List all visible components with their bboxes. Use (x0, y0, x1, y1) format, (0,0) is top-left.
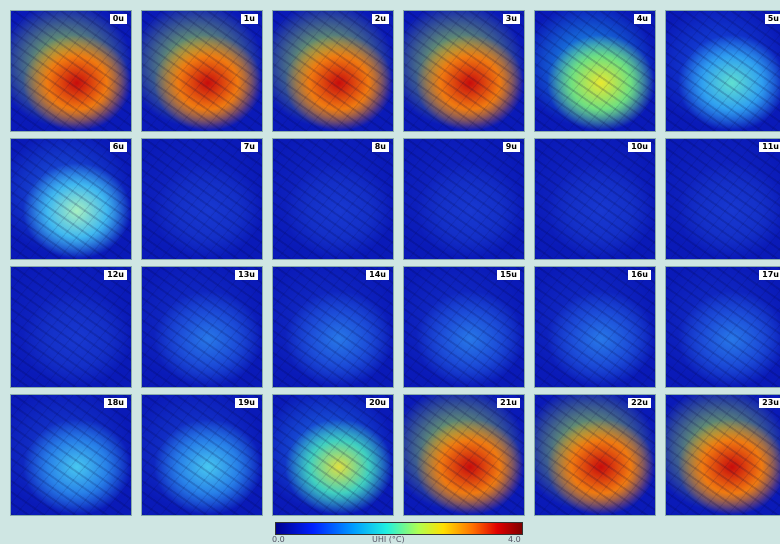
hour-label: 5u (765, 14, 780, 24)
hour-label: 4u (634, 14, 651, 24)
map-panel: 6u (10, 138, 132, 260)
colorbar-title: UHI (°C) (372, 535, 405, 544)
hour-label: 20u (366, 398, 389, 408)
hour-label: 15u (497, 270, 520, 280)
map-panel: 18u (10, 394, 132, 516)
colorbar-max: 4.0 (508, 535, 521, 544)
map-panel: 8u (272, 138, 394, 260)
map-panel: 11u (665, 138, 780, 260)
hour-label: 11u (759, 142, 780, 152)
hour-label: 14u (366, 270, 389, 280)
hour-label: 23u (759, 398, 780, 408)
hour-label: 2u (372, 14, 389, 24)
map-panel: 1u (141, 10, 263, 132)
map-panel: 13u (141, 266, 263, 388)
hour-label: 22u (628, 398, 651, 408)
map-panel: 0u (10, 10, 132, 132)
hour-label: 8u (372, 142, 389, 152)
colorbar (275, 522, 523, 535)
hour-label: 16u (628, 270, 651, 280)
hour-label: 0u (110, 14, 127, 24)
map-panel: 12u (10, 266, 132, 388)
map-panel: 5u (665, 10, 780, 132)
map-panel: 9u (403, 138, 525, 260)
map-panel: 4u (534, 10, 656, 132)
hour-label: 19u (235, 398, 258, 408)
hour-label: 21u (497, 398, 520, 408)
hour-label: 10u (628, 142, 651, 152)
map-panel: 15u (403, 266, 525, 388)
map-panel: 23u (665, 394, 780, 516)
map-panel: 22u (534, 394, 656, 516)
map-panel: 19u (141, 394, 263, 516)
hour-label: 1u (241, 14, 258, 24)
hour-label: 3u (503, 14, 520, 24)
hour-label: 9u (503, 142, 520, 152)
colorbar-min: 0.0 (272, 535, 285, 544)
map-panel: 7u (141, 138, 263, 260)
map-panel: 20u (272, 394, 394, 516)
map-panel: 14u (272, 266, 394, 388)
hour-label: 6u (110, 142, 127, 152)
hour-label: 13u (235, 270, 258, 280)
map-panel: 21u (403, 394, 525, 516)
map-panel: 16u (534, 266, 656, 388)
map-grid: 0u 1u 2u 3u 4u 5u 6u 7u 8u 9u 10u 11u 12u 13u 14u 15u 16… (10, 10, 780, 516)
map-panel: 3u (403, 10, 525, 132)
hour-label: 17u (759, 270, 780, 280)
page: 0u 1u 2u 3u 4u 5u 6u 7u 8u 9u 10u 11u 12u 13u 14u 15u 16… (0, 0, 780, 544)
map-panel: 10u (534, 138, 656, 260)
hour-label: 7u (241, 142, 258, 152)
hour-label: 18u (104, 398, 127, 408)
map-panel: 2u (272, 10, 394, 132)
map-panel: 17u (665, 266, 780, 388)
hour-label: 12u (104, 270, 127, 280)
